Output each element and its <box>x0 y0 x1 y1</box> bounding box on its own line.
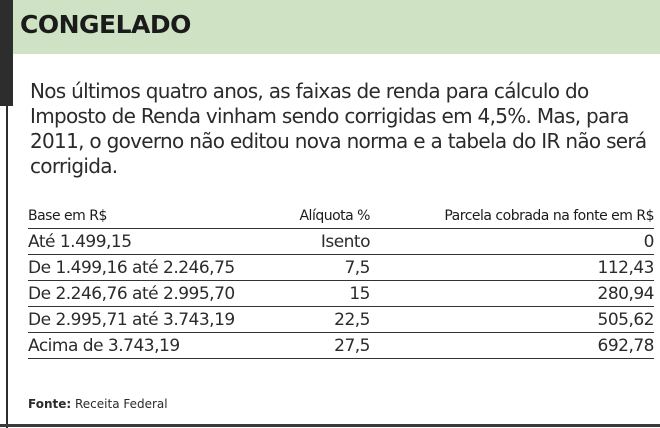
column-header-base: Base em R$ <box>28 204 280 229</box>
cell-rate: 27,5 <box>280 332 371 359</box>
cell-base: De 1.499,16 até 2.246,75 <box>28 254 280 281</box>
source-text: Receita Federal <box>75 397 168 411</box>
cell-deduction: 112,43 <box>370 254 655 281</box>
cell-rate: Isento <box>280 228 371 255</box>
table-header-row: Base em R$ Alíquota % Parcela cobrada na… <box>28 204 655 229</box>
header-band: CONGELADO <box>0 0 660 54</box>
cell-rate: 15 <box>280 280 371 307</box>
section-title: CONGELADO <box>20 10 191 39</box>
cell-base: Acima de 3.743,19 <box>28 332 280 359</box>
cell-deduction: 0 <box>370 228 655 255</box>
source-note: Fonte: Receita Federal <box>28 397 168 411</box>
column-header-rate: Alíquota % <box>280 204 371 229</box>
cell-deduction: 692,78 <box>370 332 655 359</box>
column-header-deduction: Parcela cobrada na fonte em R$ <box>370 204 655 229</box>
source-label: Fonte: <box>28 397 72 411</box>
table-row: Até 1.499,15 Isento 0 <box>28 228 655 255</box>
intro-paragraph: Nos últimos quatro anos, as faixas de re… <box>30 79 647 178</box>
tax-rate-table: Base em R$ Alíquota % Parcela cobrada na… <box>28 204 655 359</box>
cell-base: De 2.246,76 até 2.995,70 <box>28 280 280 307</box>
cell-rate: 7,5 <box>280 254 371 281</box>
table-row: De 2.246,76 até 2.995,70 15 280,94 <box>28 280 655 307</box>
table-row: De 2.995,71 até 3.743,19 22,5 505,62 <box>28 306 655 333</box>
cell-base: De 2.995,71 até 3.743,19 <box>28 306 280 333</box>
cell-rate: 22,5 <box>280 306 371 333</box>
cell-base: Até 1.499,15 <box>28 228 280 255</box>
cell-deduction: 280,94 <box>370 280 655 307</box>
cell-deduction: 505,62 <box>370 306 655 333</box>
table-row: Acima de 3.743,19 27,5 692,78 <box>28 332 655 359</box>
bottom-border <box>0 424 660 427</box>
table-row: De 1.499,16 até 2.246,75 7,5 112,43 <box>28 254 655 281</box>
left-border-line <box>6 0 8 428</box>
